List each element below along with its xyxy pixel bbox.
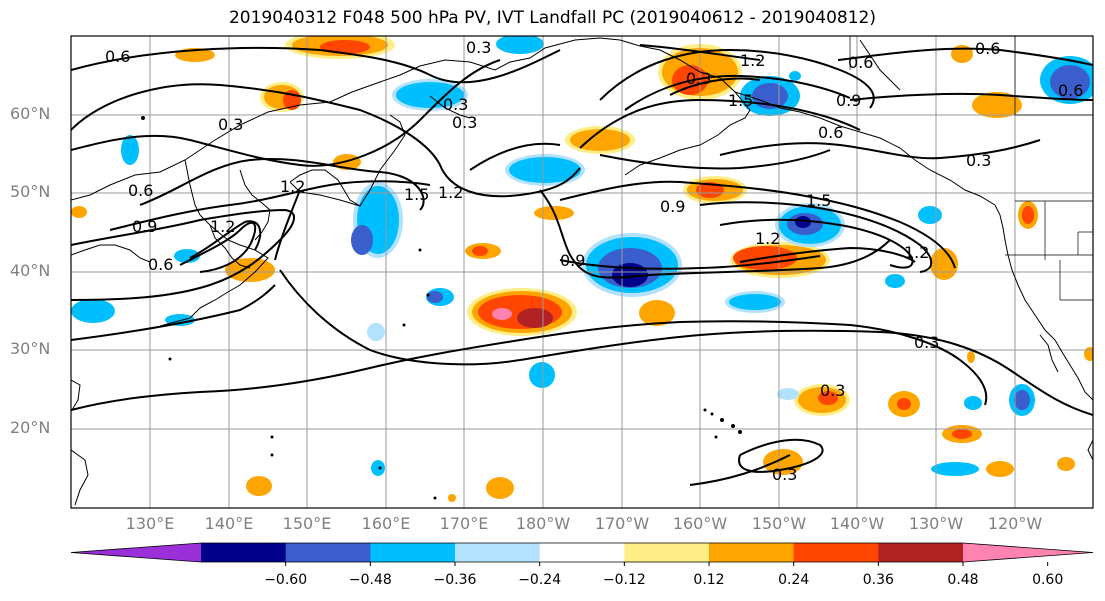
lon-label: 160°E <box>361 514 411 533</box>
colorbar-extend-high <box>963 543 1093 562</box>
contour-label: 1.5 <box>404 185 429 204</box>
contour-label: 0.6 <box>148 255 173 274</box>
contour-label: 0.3 <box>772 465 797 484</box>
colorbar-segment <box>624 543 710 562</box>
colorbar-label: 0.60 <box>1032 572 1064 588</box>
contour-label: 1.2 <box>210 217 235 236</box>
contour-label: 0.6 <box>105 47 130 66</box>
colorbar-segment <box>370 543 456 562</box>
lon-label: 150°W <box>751 514 807 533</box>
contour-label: 0.9 <box>836 91 861 110</box>
colorbar-segment <box>201 543 287 562</box>
colorbar-segment <box>539 543 625 562</box>
contour-label: 0.3 <box>452 113 477 132</box>
contour-label: 0.3 <box>443 95 468 114</box>
contour-label: 0.3 <box>466 38 491 57</box>
colorbar-extend-low <box>71 543 201 562</box>
colorbar-segment <box>709 543 795 562</box>
colorbar-segment <box>285 543 371 562</box>
contour-label: 0.6 <box>128 181 153 200</box>
map-frame <box>70 35 1094 509</box>
colorbar-label: 0.12 <box>693 572 725 588</box>
contour-label: 1.2 <box>438 183 463 202</box>
contour-label: 1.5 <box>806 191 831 210</box>
lon-label: 150°E <box>282 514 332 533</box>
colorbar-label: 0.36 <box>862 572 894 588</box>
contour-label: 1.2 <box>904 243 929 262</box>
lon-label: 160°W <box>672 514 728 533</box>
contour-label: 1.2 <box>280 177 305 196</box>
colorbar-segment <box>878 543 964 562</box>
contour-label: 0.3 <box>686 69 711 88</box>
contour-label: 0.9 <box>660 197 685 216</box>
contour-label: 0.6 <box>1058 81 1083 100</box>
contour-label-group: 0.6 0.3 0.3 0.3 1.2 0.6 0.9 0.6 0.3 1.2 … <box>105 38 1083 484</box>
lat-label: 30°N <box>10 339 51 358</box>
colorbar-label: 0.24 <box>778 572 810 588</box>
lon-label: 140°W <box>829 514 885 533</box>
contour-label: 0.6 <box>818 123 843 142</box>
colorbar-label: 0.48 <box>947 572 979 588</box>
contour-label: 0.9 <box>560 251 585 270</box>
political-borders <box>849 36 1093 301</box>
contour-label: 0.6 <box>848 53 873 72</box>
contour-label: 1.2 <box>755 229 780 248</box>
lon-label: 120°W <box>987 514 1043 533</box>
plot-title: 2019040312 F048 500 hPa PV, IVT Landfall… <box>228 8 876 28</box>
lat-label: 20°N <box>10 418 51 437</box>
lat-label: 50°N <box>10 182 51 201</box>
contour-label: 0.3 <box>966 151 991 170</box>
lon-label: 170°W <box>594 514 650 533</box>
colorbar-segment <box>793 543 879 562</box>
contour-label: 0.3 <box>820 381 845 400</box>
contour-label: 1.2 <box>740 51 765 70</box>
contour-label: 0.3 <box>914 333 939 352</box>
lon-label: 130°W <box>908 514 964 533</box>
colorbar-outline <box>70 542 1094 563</box>
lon-label: 170°E <box>439 514 489 533</box>
lon-label: 140°E <box>204 514 254 533</box>
lat-label: 60°N <box>10 104 51 123</box>
colorbar-label: −0.36 <box>433 572 477 588</box>
lon-label: 180°W <box>515 514 571 533</box>
pv-contours <box>71 44 1093 486</box>
contour-label: 1.5 <box>728 91 753 110</box>
colorbar-label: −0.12 <box>602 572 646 588</box>
lat-label: 40°N <box>10 261 51 280</box>
colorbar-label: −0.24 <box>518 572 562 588</box>
colorbar-label: −0.60 <box>264 572 308 588</box>
colorbar-segment <box>455 543 541 562</box>
colorbar-label: −0.48 <box>348 572 392 588</box>
contour-label: 0.3 <box>218 115 243 134</box>
colorbar <box>70 542 1094 566</box>
contour-label: 0.9 <box>132 217 157 236</box>
islands <box>141 116 742 500</box>
lon-label: 130°E <box>125 514 175 533</box>
contour-label: 0.6 <box>975 39 1000 58</box>
